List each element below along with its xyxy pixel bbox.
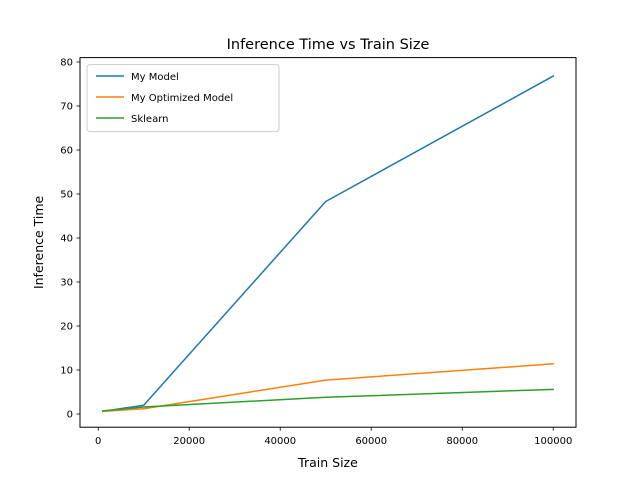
legend-box [86,64,280,133]
y-tick-label: 0 [67,410,73,421]
x-axis-ticks: 0 20000 40000 60000 80000 100000 [95,427,572,447]
x-tick-label: 60000 [355,436,387,447]
y-tick-label: 70 [60,102,73,113]
y-tick-label: 30 [60,278,73,289]
y-tick-label: 80 [60,58,73,69]
x-tick-label: 0 [95,436,101,447]
legend: My Model My Optimized Model Sklearn [86,64,280,133]
y-axis-ticks: 0 10 20 30 40 50 60 70 80 [60,58,80,421]
series-line-2 [101,363,555,413]
legend-label-2: My Optimized Model [131,93,233,104]
x-tick-label: 100000 [534,436,572,447]
y-tick-label: 60 [60,146,73,157]
legend-entries: My Model My Optimized Model Sklearn [96,72,233,125]
y-axis-label: Inference Time [31,195,46,289]
axes-frame [79,57,577,428]
y-tick-label: 10 [60,366,73,377]
legend-label-3: Sklearn [131,114,168,125]
x-axis-label: Train Size [297,455,358,470]
legend-label-1: My Model [131,72,179,83]
x-tick-label: 80000 [446,436,478,447]
series-line-3 [101,388,555,412]
chart-title: Inference Time vs Train Size [227,37,430,53]
y-tick-label: 20 [60,322,73,333]
x-tick-label: 20000 [173,436,205,447]
y-tick-label: 40 [60,234,73,245]
x-tick-label: 40000 [264,436,296,447]
plot-area [101,75,555,413]
y-tick-label: 50 [60,190,73,201]
